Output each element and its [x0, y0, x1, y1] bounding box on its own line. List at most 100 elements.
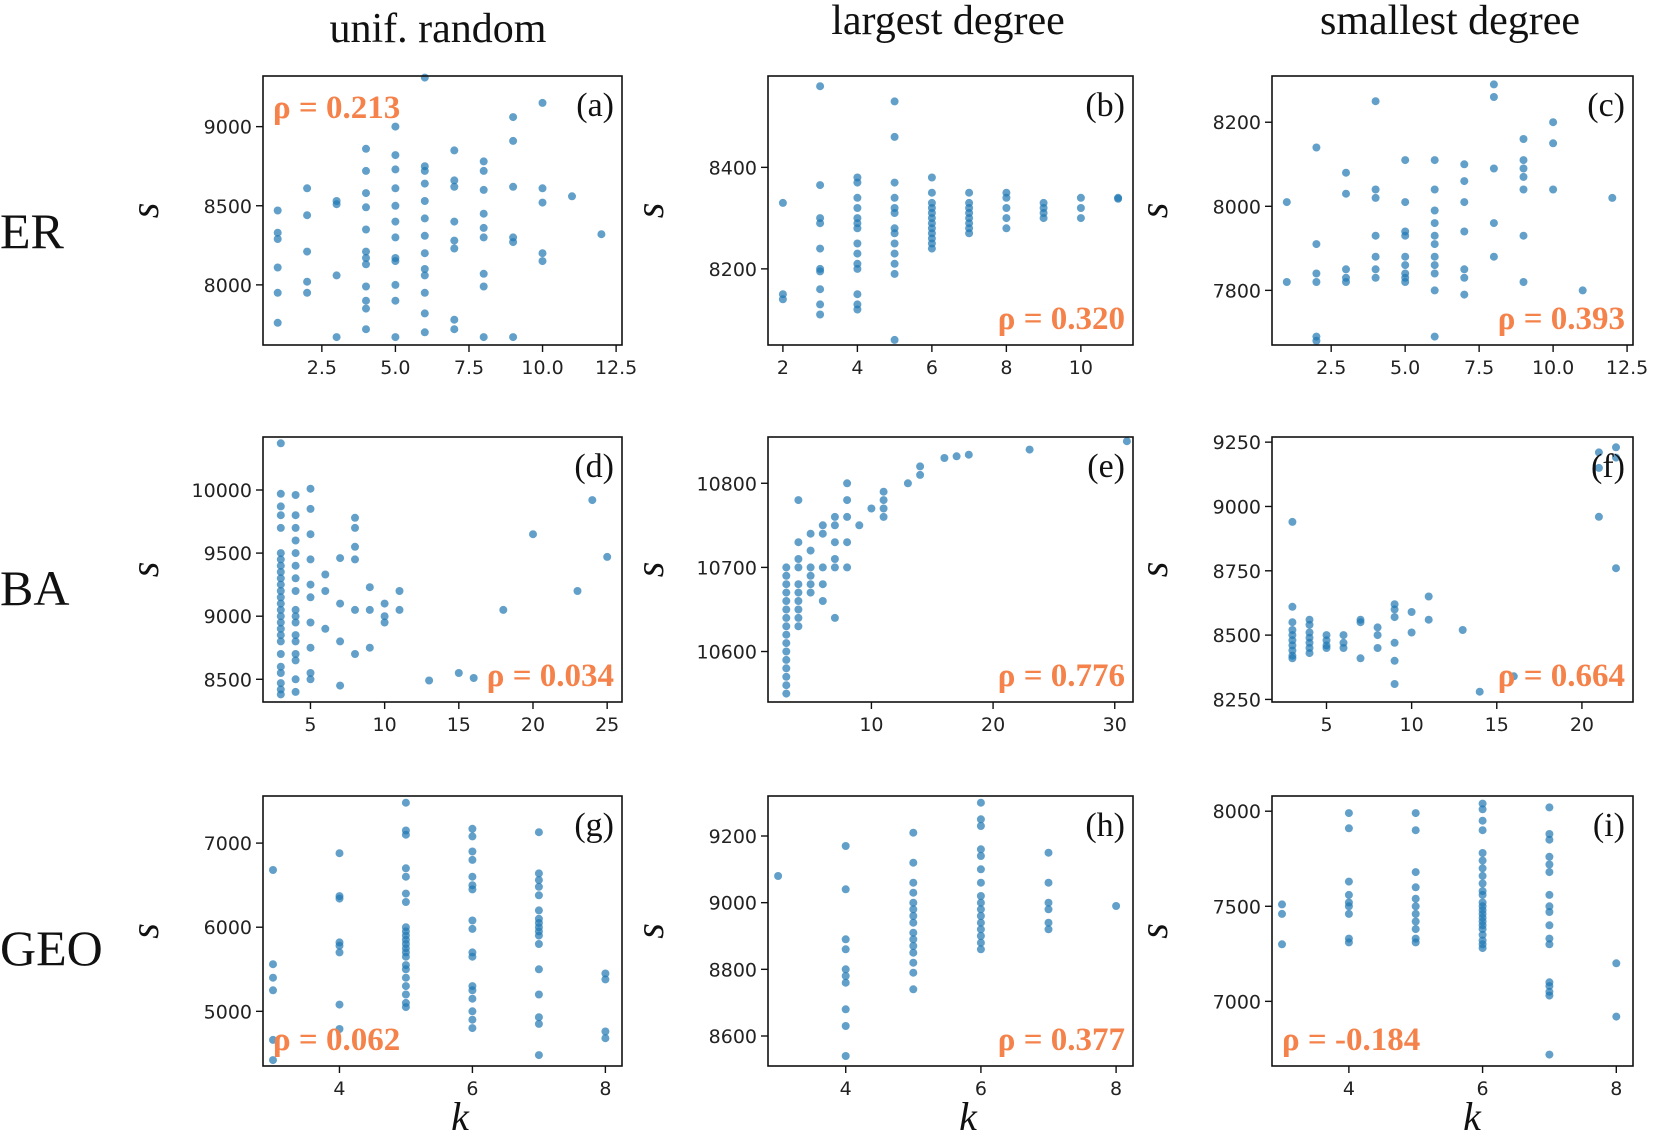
data-point: [890, 269, 899, 278]
data-point: [1342, 278, 1350, 286]
data-point: [362, 325, 370, 334]
data-point: [468, 885, 477, 894]
data-point: [1371, 252, 1380, 261]
data-point: [1478, 871, 1487, 880]
data-point: [1371, 273, 1380, 282]
data-point: [420, 166, 429, 175]
y-axis-label: s: [1131, 203, 1176, 219]
data-point: [916, 462, 925, 471]
x-tick-label: 7.5: [454, 357, 484, 379]
data-point: [1545, 890, 1554, 899]
data-point: [291, 637, 300, 646]
x-tick-label: 10: [859, 714, 883, 736]
data-point: [909, 888, 918, 897]
data-point: [420, 197, 429, 205]
data-point: [538, 198, 547, 207]
data-point: [1278, 940, 1286, 949]
y-axis-label: s: [627, 203, 672, 219]
y-axis-label: s: [122, 562, 167, 578]
data-point: [841, 935, 850, 944]
data-point: [1373, 644, 1382, 652]
data-point: [1430, 156, 1439, 165]
data-point: [534, 828, 543, 837]
data-point: [391, 296, 400, 305]
data-point: [976, 878, 985, 887]
data-point: [1371, 231, 1380, 240]
data-point: [1545, 982, 1554, 991]
data-point: [534, 1051, 543, 1060]
data-point: [276, 549, 285, 558]
data-point: [890, 97, 899, 106]
data-point: [362, 254, 370, 262]
data-point: [890, 249, 899, 258]
plot-frame: [262, 75, 623, 346]
data-point: [468, 994, 477, 1003]
data-point: [401, 898, 410, 906]
data-point: [420, 265, 429, 273]
data-point: [351, 523, 359, 532]
data-point: [303, 211, 312, 220]
data-point: [573, 587, 582, 595]
data-point: [450, 315, 459, 324]
data-point: [1411, 917, 1420, 926]
data-point: [534, 1013, 543, 1022]
data-point: [1460, 265, 1469, 274]
data-point: [1339, 644, 1348, 652]
data-point: [1288, 618, 1297, 627]
y-tick-label: 9500: [204, 543, 252, 565]
data-point: [1112, 902, 1121, 910]
data-point: [336, 554, 345, 563]
data-point: [1458, 626, 1467, 634]
data-point: [534, 876, 543, 885]
data-point: [306, 530, 315, 539]
data-point: [778, 295, 787, 304]
scatter-panel-i: 4 6 8 7000 7500 8000 s (i) ρ = -0.184: [1131, 795, 1634, 1100]
data-point: [890, 239, 899, 248]
data-point: [306, 555, 315, 564]
data-point: [818, 529, 827, 538]
data-point: [976, 822, 985, 830]
data-point: [479, 233, 488, 242]
rho-annotation: ρ = 0.320: [998, 301, 1125, 337]
data-point: [291, 631, 300, 640]
x-tick-label: 5: [1320, 714, 1332, 736]
panel-label: (b): [1085, 87, 1125, 124]
data-point: [1612, 1012, 1621, 1021]
data-point: [1519, 172, 1528, 181]
data-point: [401, 798, 410, 807]
data-point: [534, 906, 543, 915]
data-point: [1478, 849, 1487, 857]
data-point: [816, 310, 825, 319]
data-point: [499, 605, 508, 614]
data-point: [450, 217, 459, 226]
plot-frame: [1271, 795, 1634, 1067]
rho-annotation: ρ = 0.213: [273, 90, 400, 126]
data-point: [509, 333, 518, 342]
data-point: [450, 182, 459, 191]
data-point: [794, 597, 803, 605]
data-point: [1025, 445, 1034, 454]
data-point: [468, 832, 477, 841]
data-point: [362, 144, 370, 153]
data-point: [1044, 905, 1053, 914]
x-tick-label: 12.5: [595, 357, 637, 379]
data-point: [879, 496, 888, 505]
data-point: [794, 588, 803, 597]
x-tick-label: 4: [851, 357, 863, 379]
data-point: [841, 972, 850, 980]
data-point: [1519, 135, 1528, 143]
data-point: [909, 948, 918, 957]
data-point: [306, 618, 315, 627]
data-point: [306, 675, 315, 684]
data-point: [1478, 856, 1487, 865]
data-point: [291, 612, 300, 621]
data-point: [1344, 909, 1353, 918]
data-point: [534, 931, 543, 940]
data-point: [1478, 890, 1487, 899]
data-point: [291, 491, 300, 499]
data-point: [1114, 194, 1123, 203]
data-point: [1545, 908, 1554, 916]
data-point: [276, 574, 285, 583]
data-point: [909, 912, 918, 920]
scatter-panel-g: 4 6 8 5000 6000 7000 s (g) ρ = 0.062: [122, 795, 623, 1100]
